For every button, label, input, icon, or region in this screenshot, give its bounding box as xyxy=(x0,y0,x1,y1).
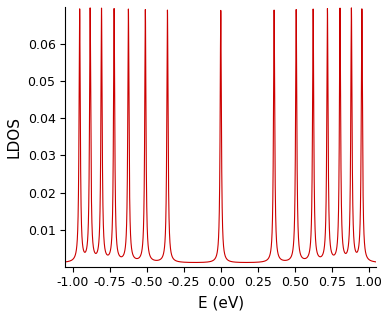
X-axis label: E (eV): E (eV) xyxy=(198,295,244,310)
Y-axis label: LDOS: LDOS xyxy=(7,116,22,158)
